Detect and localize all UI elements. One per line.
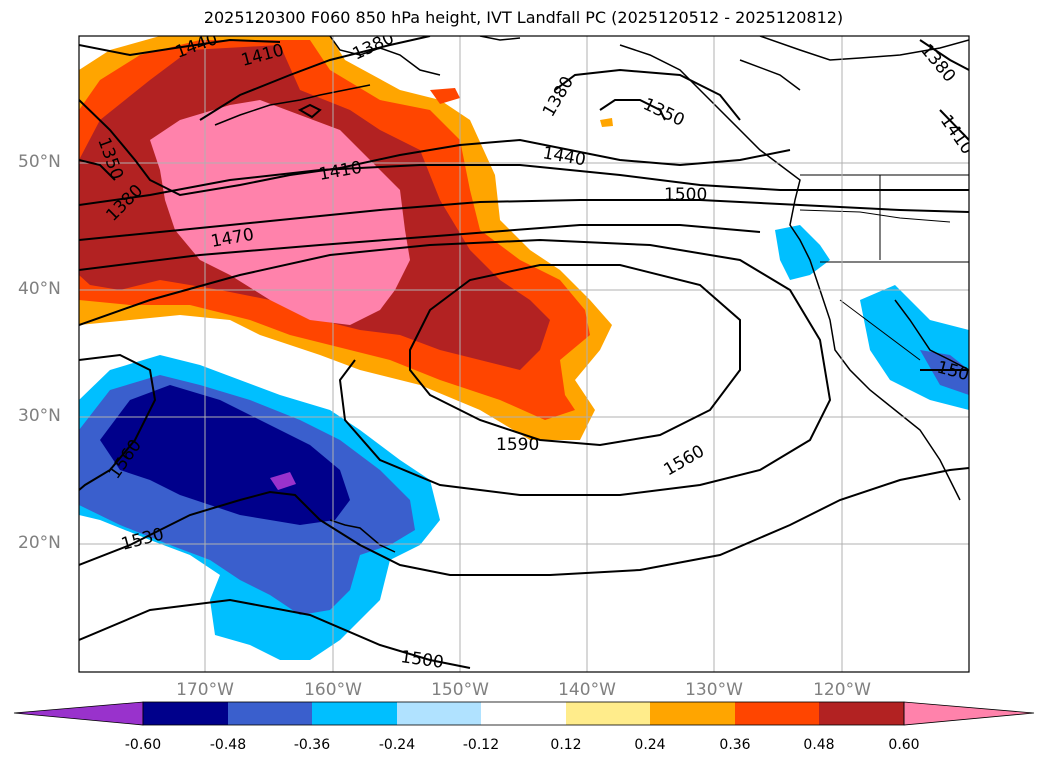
lat-label: 20°N (18, 533, 61, 553)
colorbar-bin (312, 702, 397, 725)
colorbar-tick-label: 0.24 (634, 737, 666, 753)
colorbar-tick-label: 0.48 (803, 737, 835, 753)
colorbar-tick-label: 0.12 (550, 737, 582, 753)
colorbar-tick-label: -0.24 (378, 737, 416, 753)
lon-label: 160°W (304, 680, 362, 700)
height-contours (79, 36, 969, 669)
borders (799, 174, 969, 361)
ivt-band-0.60 (150, 100, 410, 325)
colorbar-bin (650, 702, 735, 725)
colorbar-tick-label: -0.12 (462, 737, 500, 753)
positive-ivt-region (79, 36, 613, 440)
colorbar-tick-label: 0.60 (888, 737, 920, 753)
ivt-patch-coast (600, 118, 613, 127)
ivt-coast-neg-3 (920, 350, 969, 395)
colorbar-tick-label: 0.36 (719, 737, 751, 753)
colorbar-tick-label: -0.36 (293, 737, 331, 753)
colorbar (13, 701, 1035, 726)
lon-label: 130°W (685, 680, 743, 700)
contour-label: 1500 (399, 647, 445, 673)
lon-label: 140°W (558, 680, 616, 700)
colorbar-tick-label: -0.48 (209, 737, 247, 753)
colorbar-bin (228, 702, 312, 725)
colorbar-bin (819, 702, 904, 725)
colorbar-bin (566, 702, 650, 725)
lat-label: 50°N (18, 152, 61, 172)
colorbar-bin (397, 702, 481, 725)
ivt-patch-north (430, 88, 460, 104)
map-frame (78, 35, 970, 673)
colorbar-tick-label: -0.60 (124, 737, 162, 753)
contour-label: 1590 (496, 435, 539, 455)
negative-ivt-region (79, 225, 969, 660)
colorbar-over-triangle (903, 701, 1035, 726)
contour-label: 1500 (664, 185, 707, 205)
colorbar-bin (143, 702, 228, 725)
lon-label: 150°W (431, 680, 489, 700)
map-plot-area: 1440 1410 1380 1380 1350 1380 1350 1380 … (79, 36, 969, 673)
lon-label: 120°W (813, 680, 871, 700)
lon-label: 170°W (176, 680, 234, 700)
ivt-coast-neg-1 (775, 225, 830, 280)
ivt-patch-purple (270, 472, 296, 490)
colorbar-bin (481, 702, 566, 725)
lat-label: 30°N (18, 406, 61, 426)
ivt-band-neg-0.48 (100, 385, 350, 525)
lat-label: 40°N (18, 279, 61, 299)
colorbar-under-triangle (13, 701, 144, 726)
colorbar-outline (142, 701, 905, 726)
figure-title: 2025120300 F060 850 hPa height, IVT Land… (203, 8, 844, 27)
colorbar-bin (735, 702, 819, 725)
